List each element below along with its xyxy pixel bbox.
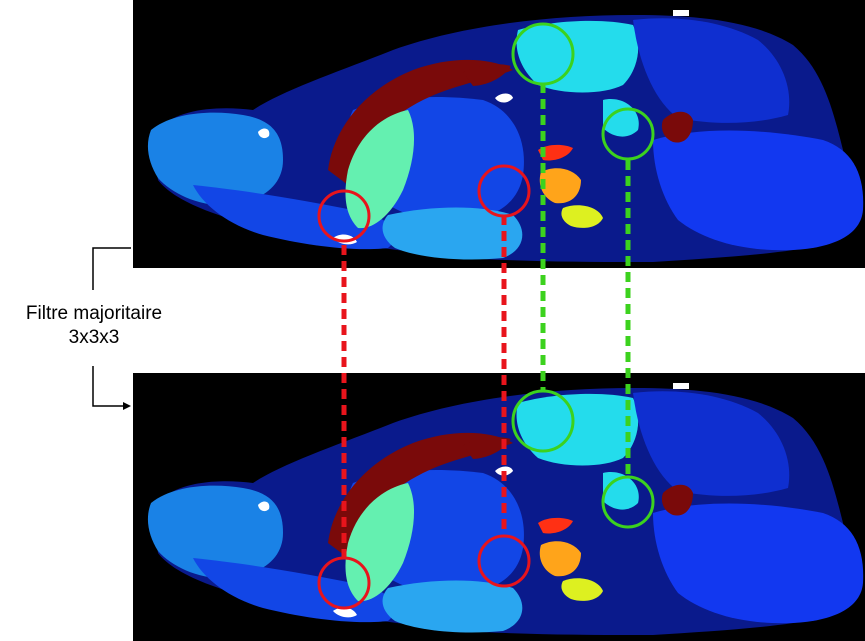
- bracket-bottom-arrow: [92, 366, 125, 407]
- bracket-top: [92, 247, 131, 290]
- red-circle-bottom-2: [477, 534, 531, 588]
- filter-label-line2: 3x3x3: [69, 327, 120, 348]
- red-circle-bottom-1: [317, 556, 371, 610]
- green-circle-top-1: [511, 22, 575, 86]
- panel-after-filter: [133, 373, 865, 641]
- arrow-head: [123, 402, 131, 410]
- green-circle-bottom-1: [511, 389, 575, 453]
- filter-label-line1: Filtre majoritaire: [26, 303, 162, 324]
- red-circle-top-2: [477, 164, 531, 218]
- green-circle-top-2: [601, 107, 655, 161]
- green-circle-bottom-2: [601, 475, 655, 529]
- panel-before-filter: [133, 0, 865, 268]
- red-circle-top-1: [317, 189, 371, 243]
